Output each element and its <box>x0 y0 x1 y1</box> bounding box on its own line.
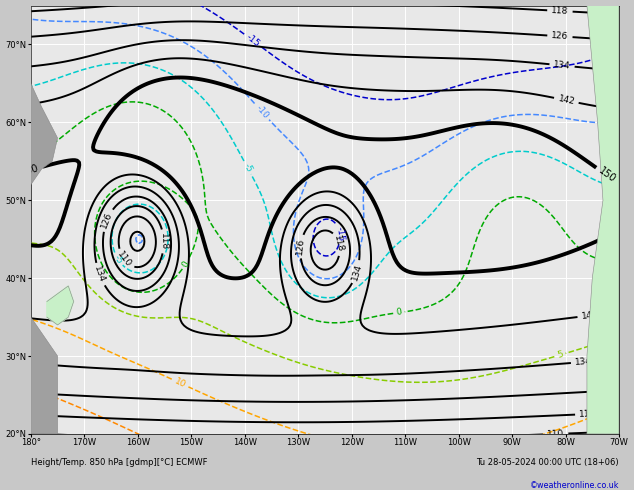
Text: 0: 0 <box>396 308 403 318</box>
Text: ©weatheronline.co.uk: ©weatheronline.co.uk <box>529 481 619 490</box>
Text: -15: -15 <box>245 32 262 49</box>
Text: 5: 5 <box>556 350 564 360</box>
Text: 110: 110 <box>115 250 133 270</box>
Text: 110: 110 <box>547 429 564 439</box>
Polygon shape <box>587 5 619 434</box>
Text: -5: -5 <box>112 253 124 266</box>
Text: 134: 134 <box>93 265 107 284</box>
Polygon shape <box>31 317 58 434</box>
Text: 126: 126 <box>13 388 30 397</box>
Text: 142: 142 <box>557 94 576 106</box>
Text: 126: 126 <box>100 211 114 230</box>
Text: 118: 118 <box>551 6 569 16</box>
Text: 0: 0 <box>180 260 191 269</box>
Text: 102: 102 <box>10 445 28 455</box>
Text: 15: 15 <box>156 439 170 452</box>
Text: -10: -10 <box>254 103 270 120</box>
Text: 142: 142 <box>581 310 599 321</box>
Text: 118: 118 <box>579 409 597 419</box>
Text: -5: -5 <box>242 162 254 173</box>
Text: 134: 134 <box>574 357 592 367</box>
Polygon shape <box>47 286 74 325</box>
Text: 134: 134 <box>553 60 571 71</box>
Text: -15: -15 <box>334 226 346 242</box>
Polygon shape <box>31 5 58 185</box>
Text: 20: 20 <box>34 456 48 469</box>
Text: 126: 126 <box>295 238 306 255</box>
Text: Tu 28-05-2024 00:00 UTC (18+06): Tu 28-05-2024 00:00 UTC (18+06) <box>476 458 619 466</box>
Text: 10: 10 <box>173 376 187 390</box>
Text: 150: 150 <box>20 163 40 178</box>
Text: 118: 118 <box>159 233 169 250</box>
Text: 15: 15 <box>630 461 634 474</box>
Text: 126: 126 <box>551 31 569 41</box>
Text: 150: 150 <box>597 166 618 185</box>
Text: 134: 134 <box>350 263 363 281</box>
Text: 118: 118 <box>332 235 346 253</box>
Text: Height/Temp. 850 hPa [gdmp][°C] ECMWF: Height/Temp. 850 hPa [gdmp][°C] ECMWF <box>31 458 207 466</box>
